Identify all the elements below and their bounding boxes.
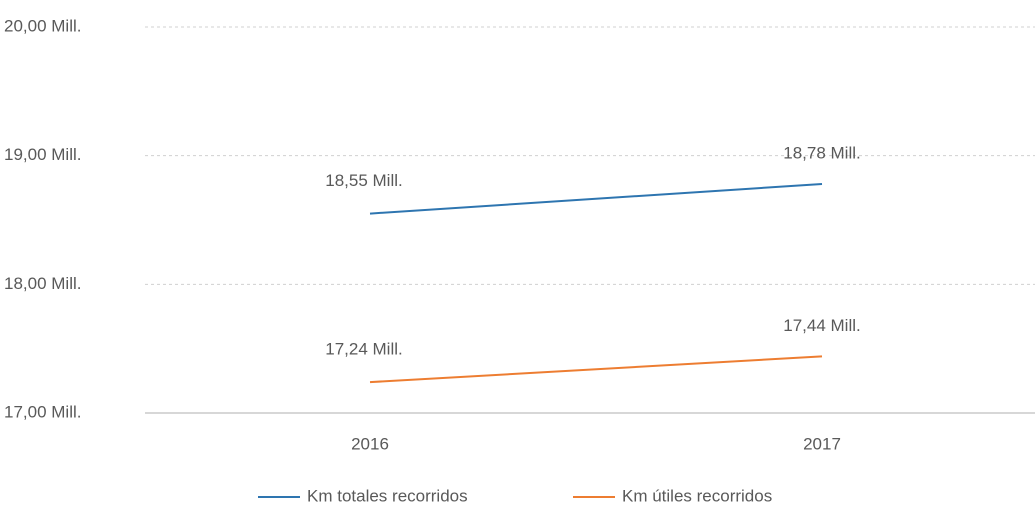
legend-label: Km útiles recorridos	[622, 486, 772, 505]
data-label: 17,44 Mill.	[783, 316, 860, 335]
series-line	[369, 355, 823, 384]
legend-label: Km totales recorridos	[307, 486, 468, 505]
x-tick-label: 2016	[351, 434, 389, 453]
data-label: 18,55 Mill.	[325, 171, 402, 190]
y-tick-label: 20,00 Mill.	[4, 16, 81, 35]
series-line	[369, 182, 823, 215]
y-tick-label: 18,00 Mill.	[4, 274, 81, 293]
data-label: 17,24 Mill.	[325, 340, 402, 359]
data-label: 18,78 Mill.	[783, 143, 860, 162]
x-tick-label: 2017	[803, 434, 841, 453]
y-tick-label: 17,00 Mill.	[4, 402, 81, 421]
y-tick-label: 19,00 Mill.	[4, 145, 81, 164]
